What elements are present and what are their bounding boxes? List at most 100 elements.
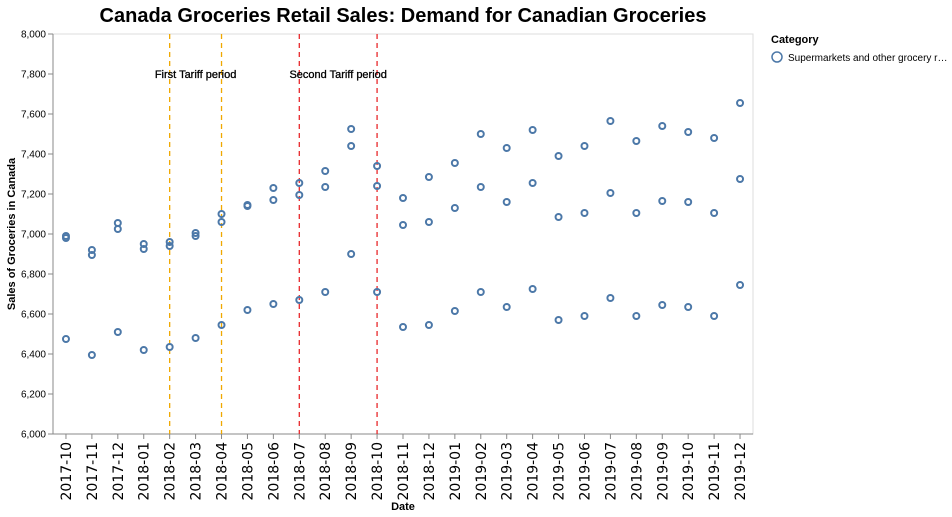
data-point: [554, 213, 563, 221]
legend: Category Supermarkets and other grocery …: [771, 34, 948, 64]
data-point: [606, 294, 615, 302]
data-point: [191, 334, 200, 342]
data-point: [87, 351, 96, 359]
data-point: [632, 209, 641, 217]
y-tick-label: 7,200: [21, 190, 46, 201]
data-point: [710, 312, 719, 320]
data-point: [450, 159, 459, 167]
data-point: [113, 328, 122, 336]
y-tick-label: 6,600: [21, 310, 46, 321]
x-tick-label: 2017-10: [59, 442, 75, 501]
data-point: [61, 234, 70, 242]
y-tick-label: 6,800: [21, 270, 46, 281]
x-tick-label: 2018-09: [344, 442, 360, 501]
data-point: [580, 209, 589, 217]
data-point: [658, 301, 667, 309]
data-point: [347, 142, 356, 150]
data-point: [373, 162, 382, 170]
x-tick-label: 2018-07: [292, 442, 308, 501]
data-point: [191, 232, 200, 240]
data-point: [139, 245, 148, 253]
data-point: [113, 225, 122, 233]
x-tick-label: 2019-08: [629, 442, 645, 501]
data-point: [606, 189, 615, 197]
data-point: [321, 288, 330, 296]
x-tick-label: 2019-01: [448, 442, 464, 501]
y-tick-label: 7,400: [21, 150, 46, 161]
x-axis-label: Date: [391, 501, 415, 513]
data-point: [321, 167, 330, 175]
x-tick-label: 2018-08: [318, 442, 334, 501]
x-tick-label: 2019-09: [655, 442, 671, 501]
data-point: [243, 306, 252, 314]
x-tick-label: 2018-12: [422, 442, 438, 501]
annotation-label: Second Tariff period: [289, 69, 386, 81]
data-point: [684, 128, 693, 136]
x-tick-label: 2018-05: [240, 442, 256, 501]
data-point: [424, 218, 433, 226]
data-point: [295, 296, 304, 304]
x-tick-label: 2018-06: [266, 442, 282, 501]
data-point: [684, 303, 693, 311]
data-point: [399, 323, 407, 331]
data-point: [502, 198, 511, 206]
x-tick-label: 2018-02: [163, 442, 179, 501]
data-point: [502, 144, 511, 152]
y-tick-label: 6,000: [21, 430, 46, 441]
x-tick-label: 2019-03: [500, 442, 516, 501]
data-point: [502, 303, 511, 311]
x-tick-label: 2018-04: [215, 442, 231, 501]
y-tick-label: 7,000: [21, 230, 46, 241]
data-point: [347, 125, 356, 133]
data-point: [269, 184, 278, 192]
data-point: [165, 343, 174, 351]
x-tick-label: 2018-10: [370, 442, 386, 501]
data-point: [269, 300, 278, 308]
data-point: [736, 175, 745, 183]
data-point: [450, 307, 459, 315]
data-point: [269, 196, 278, 204]
data-point: [217, 321, 226, 329]
y-axis-label: Sales of Groceries in Canada: [6, 157, 18, 310]
x-tick-label: 2019-04: [526, 442, 542, 501]
y-tick-label: 7,600: [21, 110, 46, 121]
x-tick-label: 2019-02: [474, 442, 490, 501]
data-point: [450, 204, 459, 212]
data-point: [347, 250, 356, 258]
data-point: [476, 183, 485, 191]
data-point: [217, 210, 226, 218]
x-tick-label: 2019-07: [603, 442, 619, 501]
x-tick-label: 2019-12: [733, 442, 749, 501]
data-point: [684, 198, 693, 206]
data-point: [736, 281, 745, 289]
annotation-label: First Tariff period: [155, 69, 237, 81]
data-point: [321, 183, 330, 191]
data-point: [61, 335, 70, 343]
data-point: [139, 346, 148, 354]
data-point: [373, 288, 382, 296]
plot-frame: [52, 33, 754, 435]
data-point: [606, 117, 615, 125]
data-point: [580, 312, 589, 320]
data-point: [632, 137, 641, 145]
data-point: [710, 134, 719, 142]
data-point: [658, 122, 667, 130]
data-point: [399, 221, 407, 229]
x-tick-label: 2018-03: [189, 442, 205, 501]
data-point: [87, 251, 96, 259]
x-tick-label: 2018-01: [137, 442, 153, 501]
x-tick-label: 2019-10: [681, 442, 697, 501]
y-tick-label: 6,200: [21, 390, 46, 401]
x-tick-label: 2017-12: [111, 442, 127, 501]
chart-title: Canada Groceries Retail Sales: Demand fo…: [100, 5, 707, 27]
data-point: [476, 288, 485, 296]
data-point: [528, 285, 537, 293]
data-point: [580, 142, 589, 150]
data-point: [217, 218, 226, 226]
data-point: [632, 312, 641, 320]
x-tick-label: 2018-11: [396, 442, 412, 501]
plot-area: 6,000 6,200 6,400 6,600 6,800 7,000 7,200 7,400…: [21, 30, 754, 501]
data-point: [424, 321, 433, 329]
x-tick-label: 2019-05: [552, 442, 568, 501]
